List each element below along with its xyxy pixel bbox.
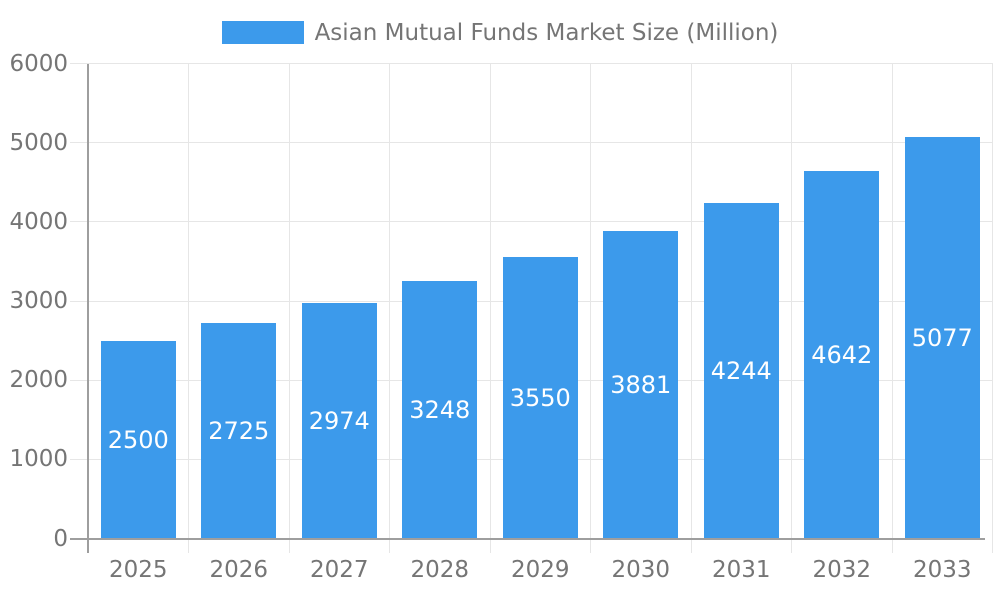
x-axis-line — [70, 537, 985, 540]
gridline-vertical — [389, 63, 390, 553]
x-tick-label: 2029 — [510, 557, 570, 583]
bar — [301, 303, 377, 539]
bar — [402, 281, 478, 539]
y-tick-label: 5000 — [9, 129, 68, 156]
bar-value-label: 4642 — [811, 340, 873, 369]
bar-value-label: 2500 — [107, 425, 169, 454]
x-tick-label: 2030 — [611, 557, 671, 583]
gridline-vertical — [992, 63, 993, 553]
legend-label: Asian Mutual Funds Market Size (Million) — [314, 19, 779, 46]
y-tick-label: 0 — [53, 525, 68, 552]
y-tick-label: 6000 — [9, 50, 68, 77]
bar-value-label: 3881 — [610, 370, 672, 399]
x-tick-label: 2033 — [912, 557, 972, 583]
x-tick-label: 2025 — [108, 557, 168, 583]
bar-value-label: 2974 — [308, 406, 370, 435]
x-tick-label: 2032 — [812, 557, 872, 583]
x-tick-label: 2028 — [410, 557, 470, 583]
gridline-vertical — [590, 63, 591, 553]
y-tick-label: 4000 — [9, 208, 68, 235]
gridline-horizontal — [70, 221, 993, 223]
gridline-horizontal — [70, 142, 993, 144]
legend[interactable]: Asian Mutual Funds Market Size (Million) — [0, 19, 1000, 46]
bar — [703, 202, 779, 539]
gridline-vertical — [690, 63, 692, 553]
x-tick-label: 2031 — [711, 557, 771, 583]
gridline-vertical — [288, 63, 290, 553]
y-axis-line — [87, 63, 89, 553]
bar-value-label: 4244 — [710, 356, 772, 385]
bar — [201, 322, 277, 539]
gridline-vertical — [489, 63, 491, 553]
gridline-vertical — [791, 63, 792, 553]
bar — [904, 136, 980, 539]
bar — [603, 231, 679, 539]
y-tick-label: 1000 — [9, 446, 68, 473]
bar — [502, 257, 578, 539]
gridline-vertical — [891, 63, 893, 553]
gridline-horizontal — [70, 63, 993, 64]
bar-value-label: 3248 — [409, 395, 471, 424]
legend-swatch — [221, 21, 304, 44]
x-tick-label: 2026 — [209, 557, 269, 583]
bar-value-label: 2725 — [208, 416, 270, 445]
y-tick-label: 3000 — [9, 288, 68, 314]
gridline-vertical — [188, 63, 189, 553]
x-tick-label: 2027 — [309, 557, 369, 583]
bar — [100, 340, 176, 539]
bar — [804, 171, 880, 539]
bar-value-label: 5077 — [911, 323, 973, 352]
y-tick-label: 2000 — [9, 367, 68, 394]
bar-value-label: 3550 — [509, 383, 571, 412]
